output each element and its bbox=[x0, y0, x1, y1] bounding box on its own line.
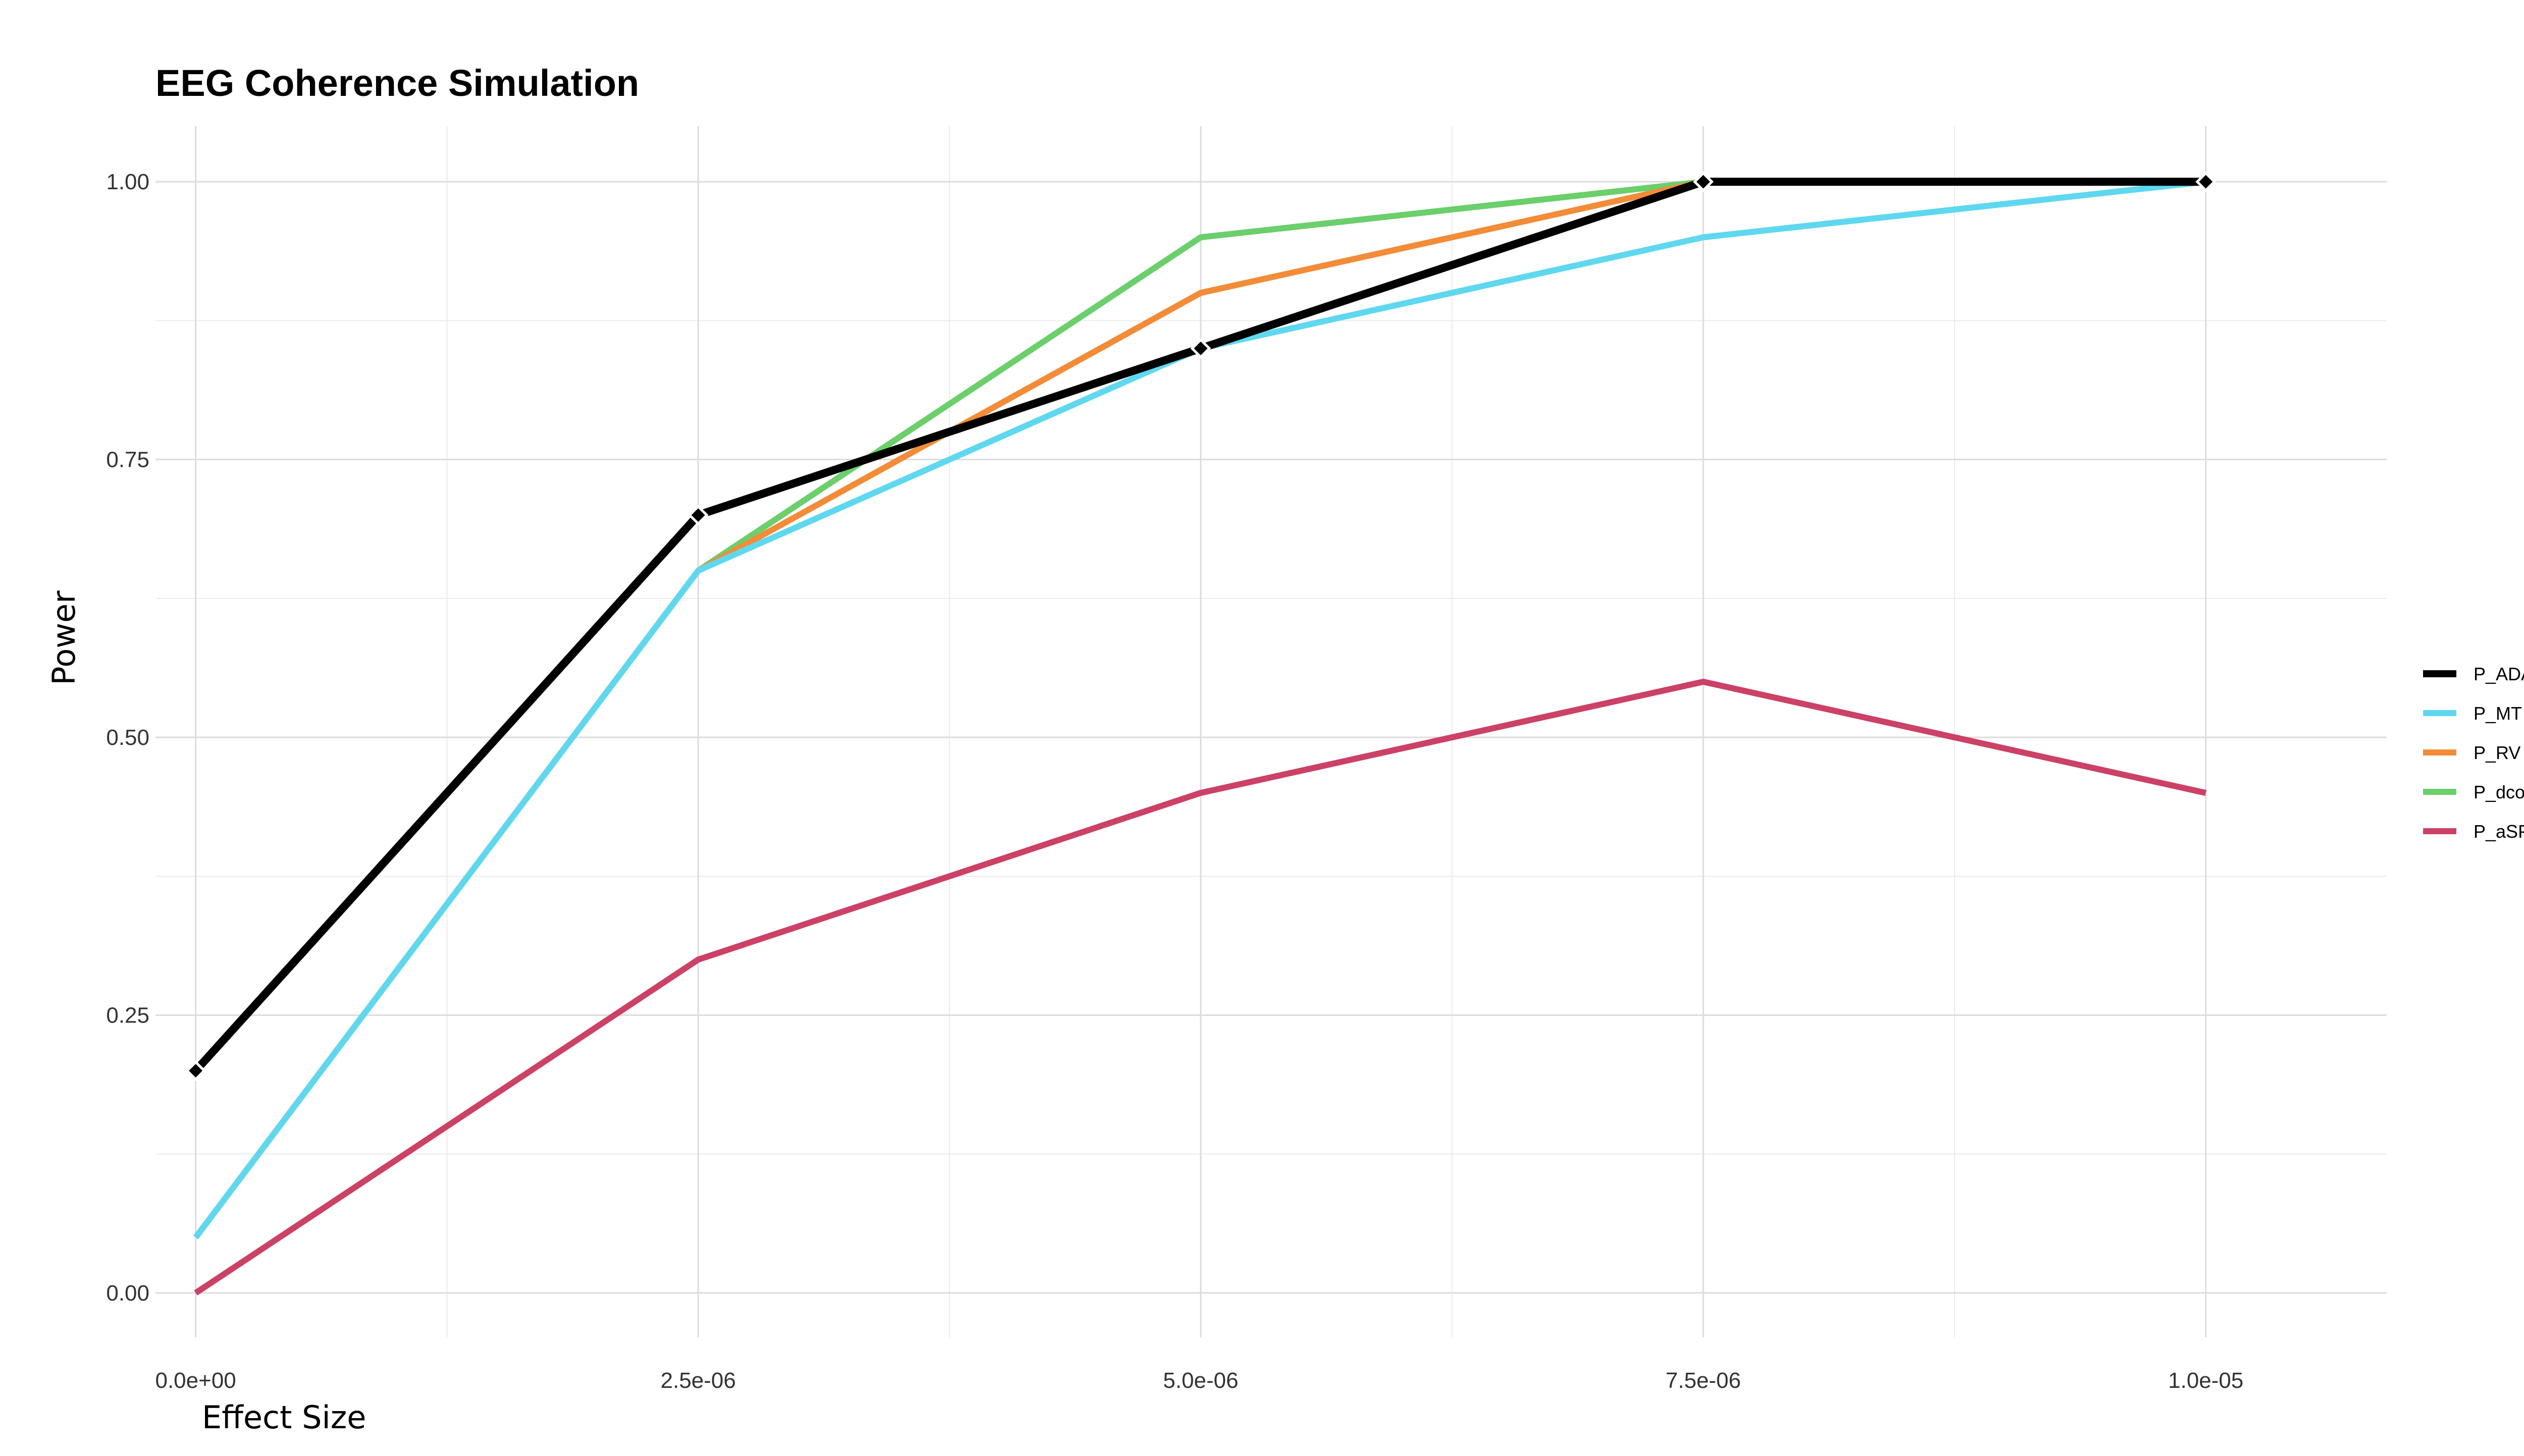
y-tick-label: 0.75 bbox=[106, 448, 149, 472]
y-tick-label: 0.25 bbox=[106, 1003, 149, 1028]
legend-label-P_RV: P_RV bbox=[2474, 742, 2520, 763]
major-gridlines bbox=[155, 126, 2387, 1337]
data-point-P_ADA bbox=[1693, 171, 1714, 192]
y-axis-tick-labels: 0.00 0.25 0.50 0.75 1.00 bbox=[106, 170, 149, 1306]
data-point-P_ADA bbox=[2195, 171, 2217, 192]
legend-label-P_dcov: P_dcov bbox=[2474, 782, 2524, 802]
chart-title: EEG Coherence Simulation bbox=[155, 62, 639, 104]
y-tick-label: 0.00 bbox=[106, 1281, 149, 1306]
x-tick-label: 1.0e-05 bbox=[2168, 1368, 2243, 1393]
legend-label-P_MT: P_MT bbox=[2474, 703, 2522, 724]
series-markers bbox=[185, 171, 2217, 1082]
legend-label-P_ADA: P_ADA bbox=[2474, 664, 2524, 684]
x-tick-label: 0.0e+00 bbox=[155, 1368, 236, 1393]
x-axis-tick-labels: 0.0e+00 2.5e-06 5.0e-06 7.5e-06 1.0e-05 bbox=[155, 1368, 2243, 1393]
data-point-P_ADA bbox=[1190, 338, 1212, 359]
legend: P_ADA P_MT P_RV P_dcov P_aSPC bbox=[2423, 664, 2524, 842]
data-point-P_ADA bbox=[688, 505, 709, 526]
series-line-P_aSPC bbox=[194, 678, 2206, 1296]
x-tick-label: 7.5e-06 bbox=[1666, 1368, 1741, 1393]
minor-gridlines bbox=[155, 126, 2387, 1337]
x-tick-label: 5.0e-06 bbox=[1163, 1368, 1238, 1393]
y-tick-label: 1.00 bbox=[106, 170, 149, 194]
y-tick-label: 0.50 bbox=[106, 725, 149, 750]
x-tick-label: 2.5e-06 bbox=[661, 1368, 736, 1393]
data-point-P_ADA bbox=[185, 1060, 206, 1082]
y-axis-title: Power bbox=[45, 590, 82, 685]
legend-label-P_aSPC: P_aSPC bbox=[2474, 821, 2524, 842]
x-axis-title: Effect Size bbox=[202, 1399, 366, 1436]
